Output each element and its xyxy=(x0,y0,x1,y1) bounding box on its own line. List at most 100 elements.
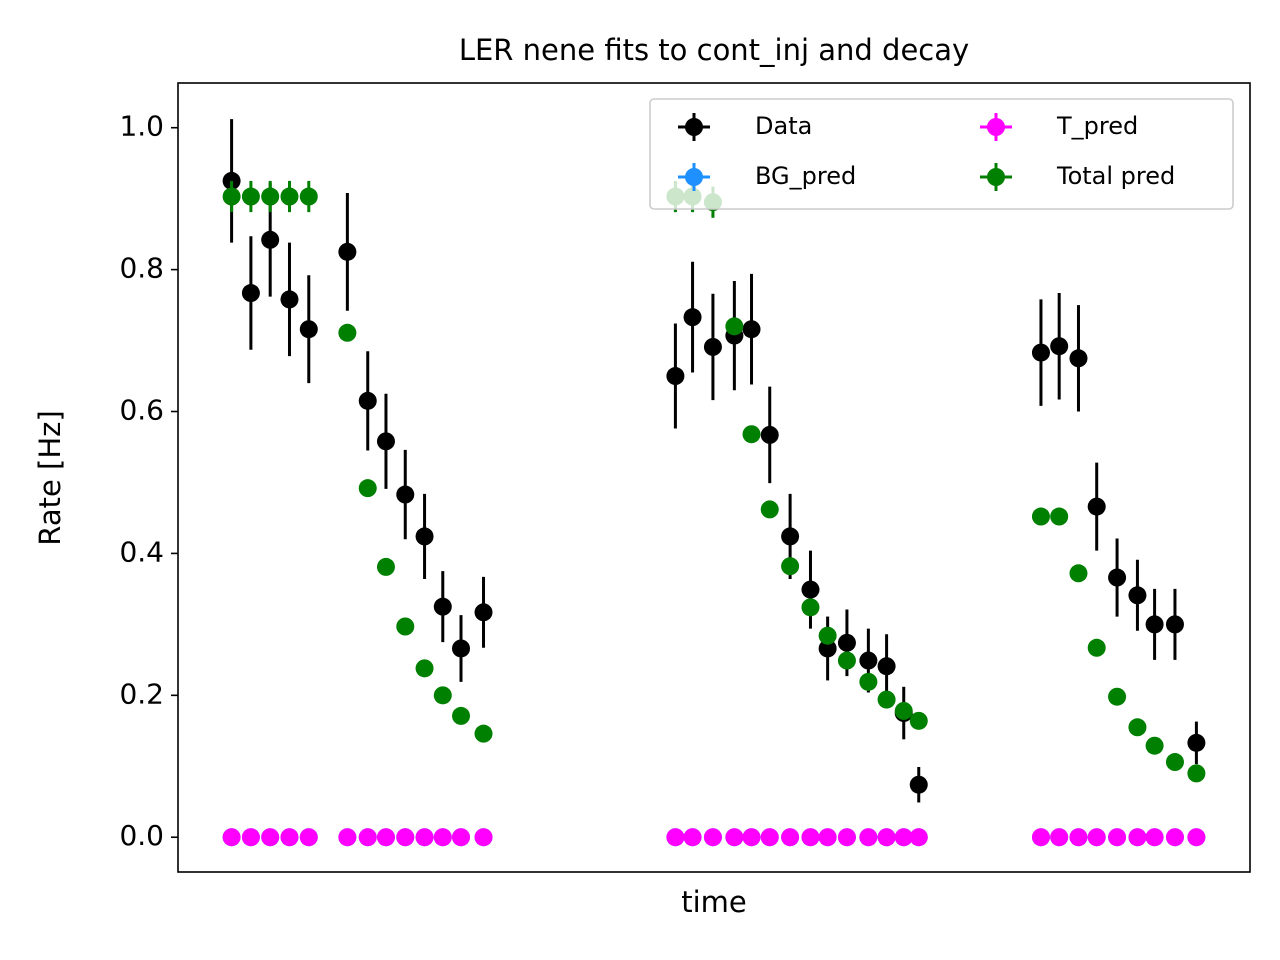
axes-frame xyxy=(177,82,1251,873)
data-point xyxy=(703,828,722,847)
data-point xyxy=(415,659,434,678)
data-point xyxy=(1165,828,1184,847)
data-point xyxy=(859,651,878,670)
data-point xyxy=(742,425,761,444)
data-point xyxy=(1108,687,1127,706)
data-point xyxy=(396,485,415,504)
data-point xyxy=(280,187,299,206)
data-point xyxy=(376,432,395,451)
data-point xyxy=(818,828,837,847)
data-point xyxy=(909,775,928,794)
data-point xyxy=(452,828,471,847)
data-point xyxy=(1031,828,1050,847)
data-point xyxy=(1165,753,1184,772)
data-point xyxy=(261,187,280,206)
data-point xyxy=(396,828,415,847)
data-point xyxy=(1050,337,1069,356)
data-point xyxy=(837,633,856,652)
data-point xyxy=(299,320,318,339)
data-point xyxy=(241,284,260,303)
data-point xyxy=(1128,828,1147,847)
data-point xyxy=(338,242,357,261)
data-point xyxy=(261,828,280,847)
data-point xyxy=(837,828,856,847)
y-tick-label: 0.6 xyxy=(119,394,164,427)
legend-label: Total pred xyxy=(1056,162,1175,190)
data-point xyxy=(1050,828,1069,847)
data-point xyxy=(666,828,685,847)
data-point xyxy=(725,317,744,336)
data-point xyxy=(474,828,493,847)
data-point xyxy=(666,367,685,386)
data-point xyxy=(801,598,820,617)
data-point xyxy=(1050,507,1069,526)
data-point xyxy=(280,290,299,309)
data-point xyxy=(376,828,395,847)
data-point xyxy=(683,308,702,327)
data-point xyxy=(299,828,318,847)
data-point xyxy=(877,828,896,847)
data-point xyxy=(683,828,702,847)
data-point xyxy=(241,828,260,847)
legend-label: BG_pred xyxy=(755,162,856,190)
data-point xyxy=(1031,507,1050,526)
data-point xyxy=(894,828,913,847)
data-point xyxy=(1187,764,1206,783)
legend-label: T_pred xyxy=(1056,112,1138,140)
data-point xyxy=(781,557,800,576)
data-point xyxy=(1187,733,1206,752)
data-point xyxy=(433,597,452,616)
data-point xyxy=(1108,828,1127,847)
data-point xyxy=(909,711,928,730)
data-point xyxy=(859,672,878,691)
data-point xyxy=(877,690,896,709)
data-point xyxy=(703,337,722,356)
data-point xyxy=(1087,497,1106,516)
data-point xyxy=(1128,718,1147,737)
data-point xyxy=(859,828,878,847)
data-point xyxy=(338,828,357,847)
data-point xyxy=(725,828,744,847)
data-point xyxy=(801,828,820,847)
chart-title: LER nene fits to cont_inj and decay xyxy=(459,33,969,67)
data-point xyxy=(474,603,493,622)
data-point xyxy=(818,626,837,645)
data-point xyxy=(415,828,434,847)
data-point xyxy=(1128,586,1147,605)
legend-icon-marker xyxy=(987,118,1005,136)
legend-icon-marker xyxy=(987,168,1005,186)
data-point xyxy=(801,580,820,599)
data-point xyxy=(415,527,434,546)
y-tick-label: 0.8 xyxy=(119,252,164,285)
data-point xyxy=(452,639,471,658)
data-point xyxy=(1069,828,1088,847)
data-point xyxy=(760,425,779,444)
data-point xyxy=(1069,564,1088,583)
data-point xyxy=(1087,638,1106,657)
data-point xyxy=(452,706,471,725)
data-point xyxy=(1108,568,1127,587)
data-point xyxy=(222,828,241,847)
data-point xyxy=(396,617,415,636)
data-point xyxy=(894,701,913,720)
data-point xyxy=(1031,343,1050,362)
data-point xyxy=(742,828,761,847)
data-point xyxy=(760,828,779,847)
data-point xyxy=(877,657,896,676)
y-tick-label: 0.0 xyxy=(119,819,164,852)
data-point xyxy=(1187,828,1206,847)
data-point xyxy=(760,500,779,519)
data-point xyxy=(241,187,260,206)
data-point xyxy=(781,527,800,546)
x-axis-label: time xyxy=(681,885,747,919)
data-point xyxy=(299,187,318,206)
data-point xyxy=(261,230,280,249)
data-point xyxy=(818,639,837,658)
y-tick-label: 0.2 xyxy=(119,677,164,710)
data-point xyxy=(358,479,377,498)
data-point xyxy=(358,391,377,410)
data-point xyxy=(742,320,761,339)
data-point xyxy=(433,828,452,847)
data-point xyxy=(1145,828,1164,847)
data-point xyxy=(1145,615,1164,634)
